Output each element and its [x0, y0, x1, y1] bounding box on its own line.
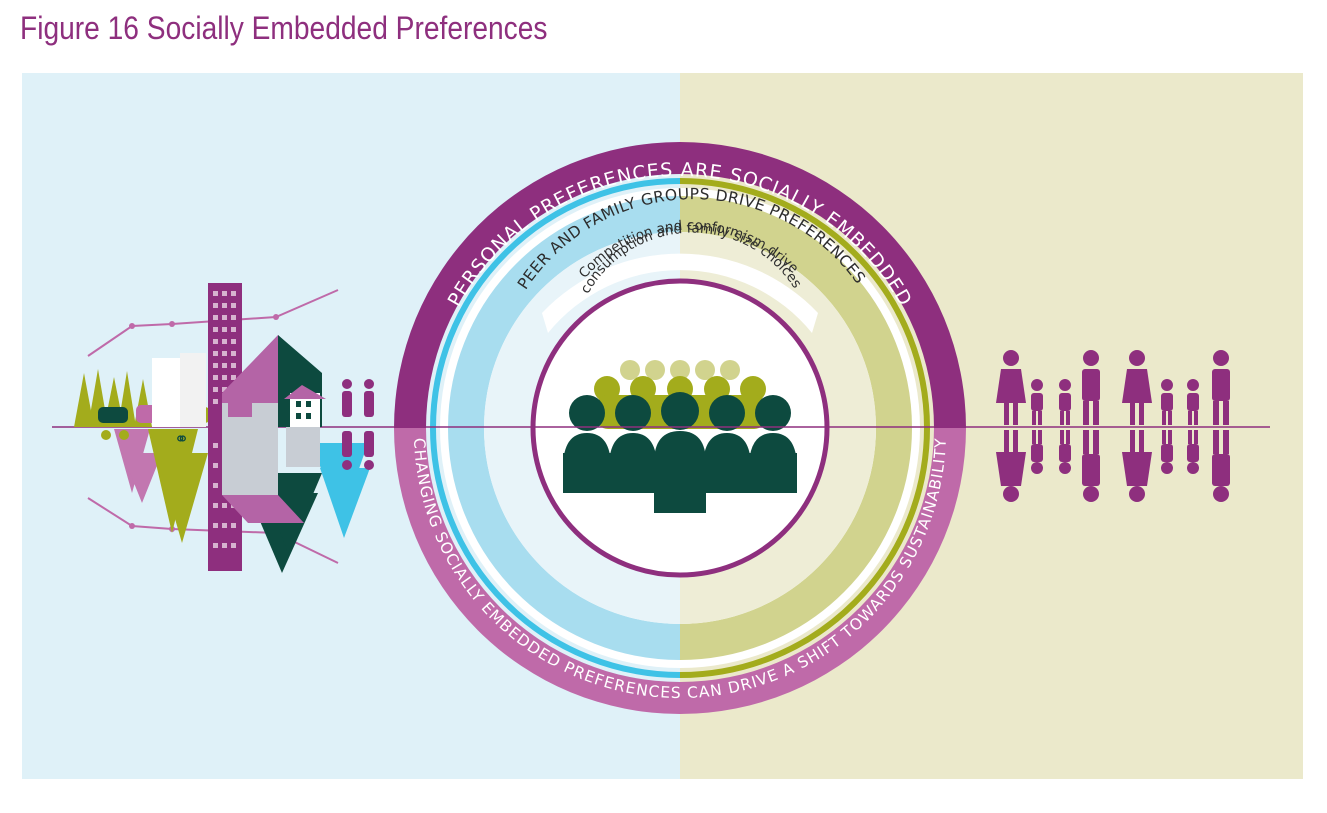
ring-diagram: PERSONAL PREFERENCES ARE SOCIALLY EMBEDD… — [394, 142, 966, 714]
inner-band-left — [448, 196, 680, 660]
figure-title: Figure 16 Socially Embedded Preferences — [20, 10, 548, 46]
middle-ring-left — [430, 178, 681, 678]
city-illustration: ⚭ — [74, 283, 374, 573]
outer-ring-top — [394, 142, 966, 428]
inner-band-right — [680, 196, 912, 660]
family-icons — [996, 350, 1230, 502]
svg-text:⚭: ⚭ — [174, 429, 189, 450]
diagram-canvas: PERSONAL PREFERENCES ARE SOCIALLY EMBEDD… — [22, 73, 1303, 779]
crowd-icon — [563, 360, 797, 513]
outer-ring-bottom — [394, 428, 966, 714]
middle-ring-right — [679, 178, 930, 678]
